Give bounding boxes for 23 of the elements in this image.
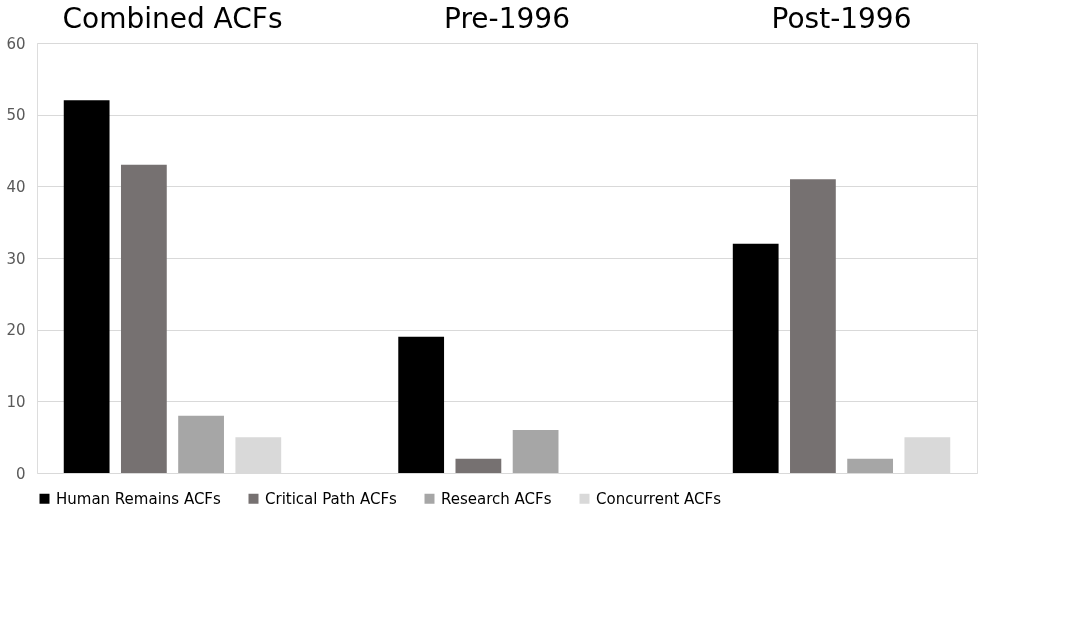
y-tick-label: 60 bbox=[6, 34, 26, 53]
x-tick-label: Pre-1996 bbox=[444, 1, 570, 35]
y-tick-label: 10 bbox=[6, 392, 26, 411]
x-tick-label: Combined ACFs bbox=[62, 1, 283, 35]
y-tick-label: 20 bbox=[6, 321, 26, 340]
y-tick-label: 40 bbox=[6, 177, 26, 196]
bar bbox=[790, 179, 836, 473]
legend-label: Concurrent ACFs bbox=[596, 489, 722, 508]
legend-label: Human Remains ACFs bbox=[56, 489, 221, 508]
y-tick-label: 0 bbox=[15, 464, 26, 483]
legend-label: Research ACFs bbox=[441, 489, 552, 508]
bar bbox=[512, 430, 559, 473]
bar bbox=[455, 458, 502, 473]
bar bbox=[398, 336, 445, 473]
y-tick-label: 30 bbox=[6, 249, 26, 268]
bar bbox=[732, 243, 779, 473]
bar bbox=[178, 415, 224, 473]
y-tick-label: 50 bbox=[6, 106, 26, 125]
x-tick-label: Post-1996 bbox=[771, 1, 912, 35]
bar bbox=[63, 100, 110, 473]
bar bbox=[120, 164, 167, 473]
legend-label: Critical Path ACFs bbox=[265, 489, 398, 508]
bar bbox=[847, 458, 894, 473]
